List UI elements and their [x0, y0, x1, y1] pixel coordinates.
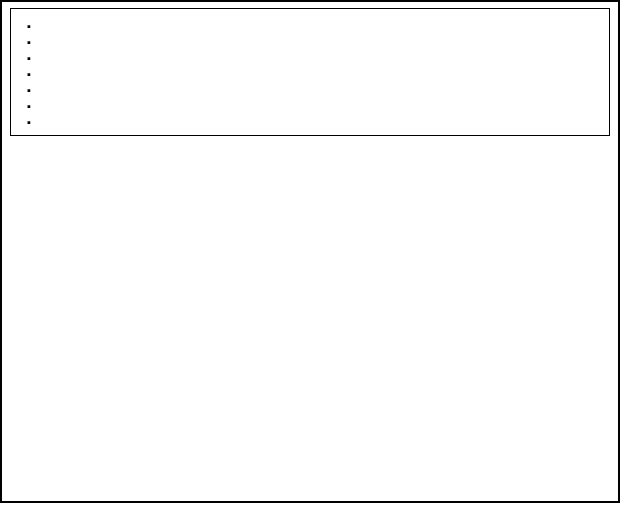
list-item	[27, 49, 599, 65]
chart-right	[319, 165, 599, 348]
list-item	[27, 65, 599, 81]
factors-box	[10, 8, 610, 136]
chart-left	[21, 165, 301, 348]
list-item	[27, 33, 599, 49]
factors-list	[21, 17, 599, 129]
charts-title	[32, 146, 588, 163]
list-item	[27, 97, 599, 113]
page-frame	[0, 0, 620, 503]
demand-decrease-chart	[319, 165, 599, 345]
charts-row	[2, 165, 618, 348]
list-item	[27, 17, 599, 33]
list-item	[27, 81, 599, 97]
demand-increase-chart	[21, 165, 301, 345]
list-item	[27, 113, 599, 129]
